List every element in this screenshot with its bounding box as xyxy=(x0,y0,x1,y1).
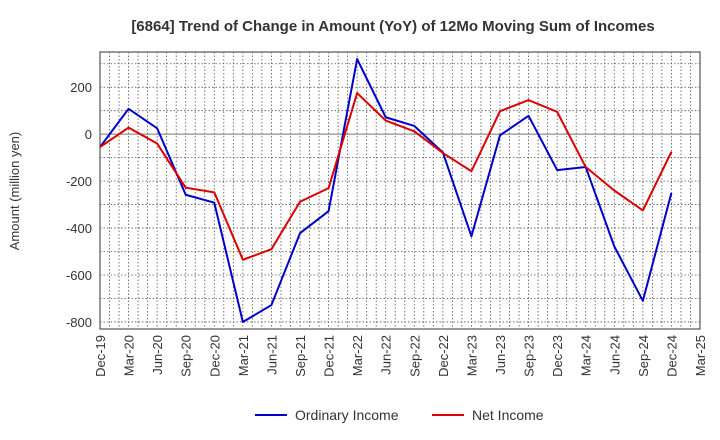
x-tick-label: Dec-22 xyxy=(436,335,451,377)
y-tick-label: 0 xyxy=(85,127,92,142)
legend-label-ordinary-income: Ordinary Income xyxy=(295,407,399,423)
x-tick-label: Sep-21 xyxy=(293,335,308,377)
x-tick-label: Sep-22 xyxy=(407,335,422,377)
x-tick-label: Dec-23 xyxy=(550,335,565,377)
y-tick-label: -400 xyxy=(66,221,92,236)
x-tick-label: Mar-25 xyxy=(693,335,708,376)
x-tick-label: Jun-23 xyxy=(493,335,508,375)
legend-label-net-income: Net Income xyxy=(472,407,544,423)
x-tick-label: Dec-20 xyxy=(207,335,222,377)
plot-area xyxy=(99,51,701,330)
x-tick-label: Mar-20 xyxy=(122,335,137,376)
x-tick-label: Dec-19 xyxy=(93,335,108,377)
y-tick-label: 200 xyxy=(70,80,92,95)
x-tick-label: Mar-21 xyxy=(236,335,251,376)
series-layer xyxy=(99,58,673,323)
x-tick-label: Mar-22 xyxy=(350,335,365,376)
legend: Ordinary Income Net Income xyxy=(255,407,544,423)
y-tick-labels: -800 -600 -400 -200 0 200 xyxy=(66,80,92,330)
x-tick-label: Mar-23 xyxy=(464,335,479,376)
y-tick-label: -200 xyxy=(66,174,92,189)
x-tick-label: Jun-24 xyxy=(607,335,622,375)
series-line-net-income xyxy=(99,92,673,261)
series-line-ordinary-income xyxy=(99,58,673,323)
chart-title: [6864] Trend of Change in Amount (YoY) o… xyxy=(131,18,654,35)
x-tick-label: Jun-21 xyxy=(264,335,279,375)
x-tick-label: Jun-22 xyxy=(379,335,394,375)
x-tick-label: Dec-24 xyxy=(664,335,679,377)
x-tick-label: Mar-24 xyxy=(579,335,594,376)
y-tick-label: -600 xyxy=(66,268,92,283)
x-tick-label: Sep-23 xyxy=(522,335,537,377)
x-tick-label: Dec-21 xyxy=(322,335,337,377)
y-axis-label: Amount (million yen) xyxy=(7,132,22,251)
x-tick-label: Sep-24 xyxy=(636,335,651,377)
x-tick-label: Sep-20 xyxy=(179,335,194,377)
x-tick-labels: Dec-19 Mar-20 Jun-20 Sep-20 Dec-20 Mar-21 Jun-… xyxy=(93,335,708,377)
grid-layer xyxy=(100,52,700,329)
y-tick-label: -800 xyxy=(66,315,92,330)
x-tick-label: Jun-20 xyxy=(150,335,165,375)
